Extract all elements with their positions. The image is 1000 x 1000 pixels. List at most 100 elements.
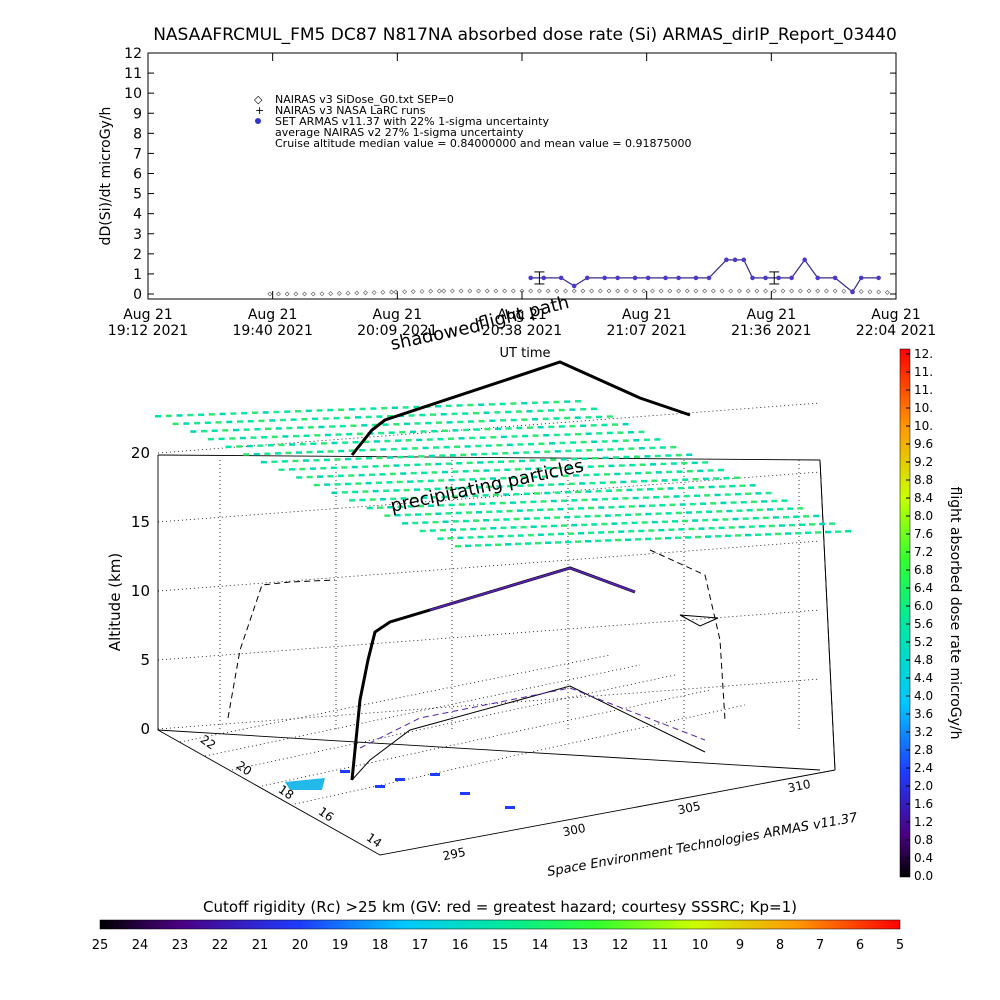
particle-dash xyxy=(379,498,386,501)
particle-dash xyxy=(271,460,278,463)
particle-dash xyxy=(233,428,239,432)
nairas-diamond xyxy=(428,288,434,294)
nairas-diamond xyxy=(719,288,725,294)
particle-dash xyxy=(728,526,735,529)
dose-rate-tick-label: 1.6 xyxy=(914,797,933,811)
particle-dash xyxy=(498,460,504,463)
high-flight-path xyxy=(350,360,691,456)
particle-dash xyxy=(537,483,544,487)
particle-dash xyxy=(301,418,308,421)
particle-dash xyxy=(675,511,682,515)
particle-dash xyxy=(306,450,313,454)
particle-dash xyxy=(487,535,494,538)
particle-dash xyxy=(617,431,624,434)
particle-dash xyxy=(720,501,727,505)
particle-dash xyxy=(378,431,385,435)
armas-point xyxy=(571,283,577,289)
particle-dash xyxy=(322,417,329,420)
particle-dash xyxy=(577,507,584,510)
nairas-diamond xyxy=(867,289,873,295)
particle-dash xyxy=(278,443,285,447)
particle-dash xyxy=(448,503,455,507)
dose-rate-tick-label: 9.6 xyxy=(914,437,933,451)
mid-flight-path xyxy=(350,566,636,781)
particle-dash xyxy=(641,521,648,524)
particle-dash xyxy=(799,523,805,526)
legend-marker-diamond: ◇ xyxy=(254,93,263,106)
particle-dash xyxy=(379,473,386,476)
particle-dash xyxy=(608,530,615,534)
particle-dash xyxy=(510,476,517,479)
particle-dash xyxy=(572,474,579,477)
particle-dash xyxy=(788,523,795,527)
particle-dash xyxy=(344,416,351,419)
particle-dash xyxy=(359,498,366,502)
armas-point xyxy=(558,275,564,281)
particle-dash xyxy=(504,468,511,471)
zaxis-label: Altitude (km) xyxy=(106,553,124,651)
cutoff-rigidity-tick-label: 23 xyxy=(172,938,189,953)
particle-dash xyxy=(430,413,436,416)
box-edge xyxy=(157,454,821,461)
particle-dash xyxy=(517,484,524,487)
particle-dash xyxy=(521,418,528,421)
x-tick-label-date: Aug 21 xyxy=(497,307,547,323)
cutoff-rigidity-tick-label: 8 xyxy=(776,938,784,953)
particle-dash xyxy=(541,475,548,478)
particle-dash xyxy=(472,411,479,415)
particle-dash xyxy=(467,403,474,407)
particle-dash xyxy=(323,458,330,462)
particle-dash xyxy=(535,541,541,545)
nairas-diamond xyxy=(641,288,647,294)
particle-dash xyxy=(505,410,512,414)
particle-dash xyxy=(685,536,691,539)
particle-dash xyxy=(549,442,555,445)
particle-dash xyxy=(712,518,719,522)
particle-dash xyxy=(735,534,741,537)
particle-dash xyxy=(537,426,544,429)
particle-dash xyxy=(564,400,571,403)
particle-dash xyxy=(724,493,731,496)
particle-dash xyxy=(555,541,561,544)
particle-dash xyxy=(632,496,639,500)
particle-dash xyxy=(477,461,484,464)
nairas-diamond xyxy=(745,288,751,294)
cutoff-rigidity-tick-label: 9 xyxy=(736,938,744,953)
particle-dash xyxy=(604,514,611,517)
particle-dash xyxy=(679,503,686,506)
particle-dash xyxy=(281,460,288,463)
particle-dash xyxy=(230,412,237,415)
nairas-diamond xyxy=(467,288,473,294)
particle-dash xyxy=(467,536,474,539)
particle-dash xyxy=(428,504,435,507)
cutoff-rigidity-tick-label: 11 xyxy=(652,938,669,953)
dose-rate-colorbar-label: flight absorbed dose rate microGy/h xyxy=(947,487,963,740)
particle-dash xyxy=(489,419,496,422)
nairas-diamond xyxy=(658,288,664,294)
particle-dash xyxy=(435,421,442,424)
particle-dash xyxy=(211,429,218,432)
rigidity-fragment xyxy=(340,770,350,773)
particle-dash xyxy=(417,480,424,483)
particle-dash xyxy=(713,477,720,480)
particle-dash xyxy=(489,502,496,505)
armas-point xyxy=(645,275,651,281)
particle-dash xyxy=(695,535,701,539)
particle-dash xyxy=(410,496,417,500)
dose-rate-tick-label: 4.4 xyxy=(914,671,933,685)
particle-dash xyxy=(705,535,711,538)
y-tick-label: 4 xyxy=(133,207,142,223)
particle-dash xyxy=(736,509,743,512)
dose-rate-tick-label: 7.2 xyxy=(914,545,933,559)
zaxis-tick-label: 5 xyxy=(140,651,150,669)
particle-dash xyxy=(803,515,810,518)
particle-dash xyxy=(588,531,594,535)
nairas-diamond xyxy=(876,289,882,295)
nairas-diamond xyxy=(728,288,734,294)
particle-dash xyxy=(372,489,379,493)
cutoff-rigidity-tick-label: 25 xyxy=(92,938,109,953)
particle-dash xyxy=(478,403,485,406)
particle-dash xyxy=(460,528,467,531)
particle-dash xyxy=(570,441,577,444)
